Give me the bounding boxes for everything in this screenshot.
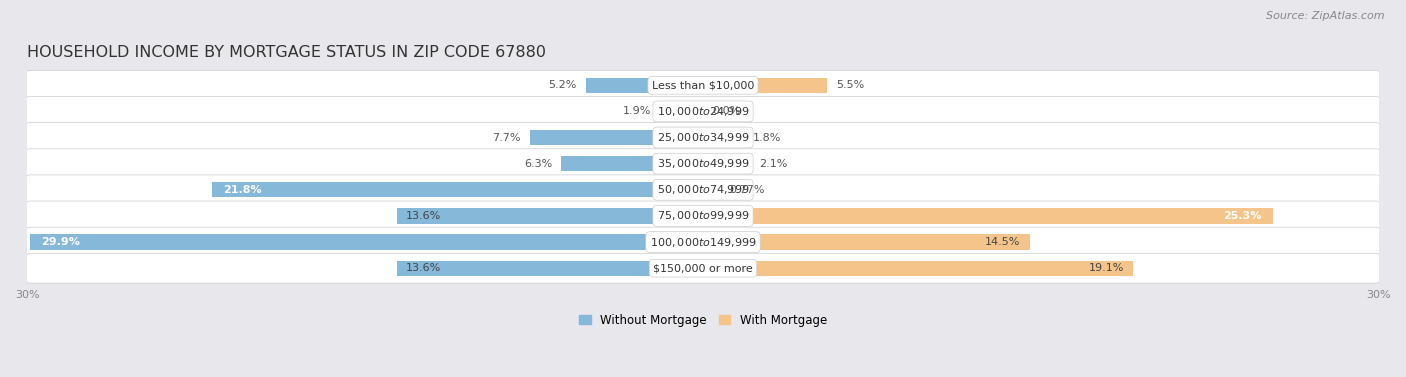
Bar xyxy=(561,156,703,171)
FancyBboxPatch shape xyxy=(27,97,1379,126)
Bar xyxy=(586,78,703,93)
Legend: Without Mortgage, With Mortgage: Without Mortgage, With Mortgage xyxy=(579,314,827,327)
FancyBboxPatch shape xyxy=(27,201,1379,231)
Text: 0.0%: 0.0% xyxy=(711,106,741,116)
Bar xyxy=(703,130,744,145)
Bar xyxy=(212,182,703,198)
Text: Less than $10,000: Less than $10,000 xyxy=(652,80,754,90)
Text: 14.5%: 14.5% xyxy=(986,237,1021,247)
Text: 2.1%: 2.1% xyxy=(759,159,787,169)
Text: 5.5%: 5.5% xyxy=(837,80,865,90)
Bar xyxy=(30,234,703,250)
Bar xyxy=(703,261,1133,276)
Text: 25.3%: 25.3% xyxy=(1223,211,1261,221)
Text: 0.77%: 0.77% xyxy=(730,185,765,195)
Text: $35,000 to $49,999: $35,000 to $49,999 xyxy=(657,157,749,170)
FancyBboxPatch shape xyxy=(27,227,1379,257)
Text: 1.9%: 1.9% xyxy=(623,106,651,116)
Text: 6.3%: 6.3% xyxy=(524,159,553,169)
FancyBboxPatch shape xyxy=(27,123,1379,152)
Bar xyxy=(396,208,703,224)
FancyBboxPatch shape xyxy=(27,70,1379,100)
Text: $100,000 to $149,999: $100,000 to $149,999 xyxy=(650,236,756,248)
Bar xyxy=(530,130,703,145)
Text: 29.9%: 29.9% xyxy=(41,237,80,247)
Text: $50,000 to $74,999: $50,000 to $74,999 xyxy=(657,183,749,196)
Text: 13.6%: 13.6% xyxy=(406,263,441,273)
Text: $75,000 to $99,999: $75,000 to $99,999 xyxy=(657,210,749,222)
FancyBboxPatch shape xyxy=(27,175,1379,205)
Bar xyxy=(703,156,751,171)
Text: 7.7%: 7.7% xyxy=(492,133,520,143)
Text: 5.2%: 5.2% xyxy=(548,80,576,90)
Text: $25,000 to $34,999: $25,000 to $34,999 xyxy=(657,131,749,144)
Bar xyxy=(703,78,827,93)
Text: 1.8%: 1.8% xyxy=(752,133,780,143)
Text: 21.8%: 21.8% xyxy=(224,185,262,195)
Text: 19.1%: 19.1% xyxy=(1088,263,1125,273)
Text: 13.6%: 13.6% xyxy=(406,211,441,221)
Bar xyxy=(703,208,1272,224)
Bar xyxy=(703,234,1029,250)
Text: $10,000 to $24,999: $10,000 to $24,999 xyxy=(657,105,749,118)
FancyBboxPatch shape xyxy=(27,149,1379,179)
Text: $150,000 or more: $150,000 or more xyxy=(654,263,752,273)
FancyBboxPatch shape xyxy=(27,253,1379,283)
Bar xyxy=(703,182,720,198)
Bar xyxy=(661,104,703,119)
Text: Source: ZipAtlas.com: Source: ZipAtlas.com xyxy=(1267,11,1385,21)
Bar xyxy=(396,261,703,276)
Text: HOUSEHOLD INCOME BY MORTGAGE STATUS IN ZIP CODE 67880: HOUSEHOLD INCOME BY MORTGAGE STATUS IN Z… xyxy=(27,45,547,60)
